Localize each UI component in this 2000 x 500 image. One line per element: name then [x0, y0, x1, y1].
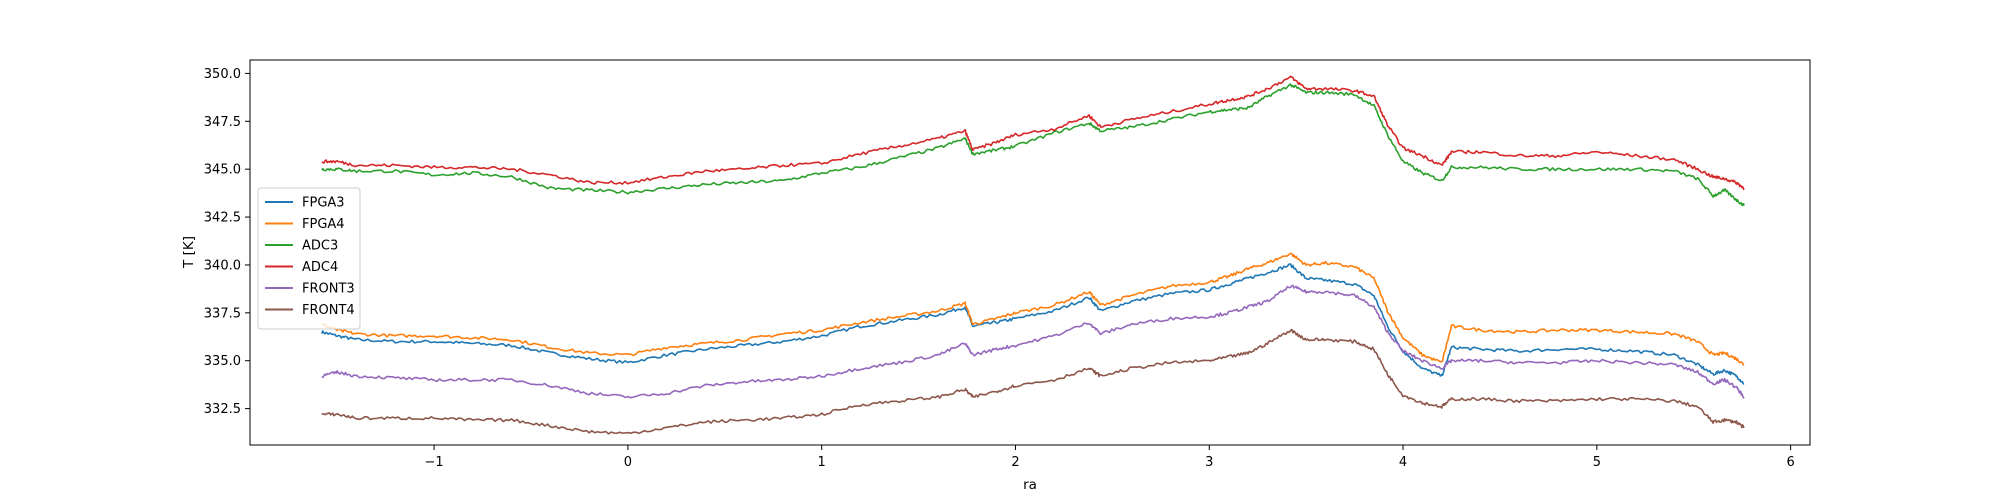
- legend-item-fpga4: FPGA4: [265, 217, 345, 232]
- legend-label: ADC4: [302, 260, 338, 275]
- series-line-adc3: [321, 83, 1745, 207]
- y-axis: 332.5 335.0 337.5 340.0 342.5 345.0 347.5 350.0: [204, 67, 250, 417]
- legend-label: FRONT4: [302, 303, 355, 318]
- y-tick-label: 342.5: [204, 211, 241, 226]
- x-tick-label: 6: [1786, 455, 1794, 470]
- x-tick-label: 1: [818, 455, 826, 470]
- series-line-adc4: [321, 75, 1745, 191]
- x-tick-label: 2: [1011, 455, 1019, 470]
- series-line-front3: [321, 284, 1745, 399]
- legend-item-adc4: ADC4: [265, 260, 338, 275]
- legend-item-fpga3: FPGA3: [265, 196, 345, 211]
- y-tick-label: 350.0: [204, 67, 241, 82]
- plot-area-frame: [249, 59, 1811, 446]
- y-tick-label: 347.5: [204, 115, 241, 130]
- y-axis-label: T [K]: [181, 236, 197, 269]
- y-tick-label: 345.0: [204, 163, 241, 178]
- x-tick-label: 5: [1593, 455, 1601, 470]
- legend-label: FPGA4: [302, 217, 345, 232]
- y-tick-label: 337.5: [204, 306, 241, 321]
- x-axis-label: ra: [1023, 477, 1037, 493]
- series-layer: [320, 75, 1745, 435]
- series-line-fpga3: [320, 263, 1745, 385]
- y-tick-label: 332.5: [204, 402, 241, 417]
- x-tick-label: 4: [1399, 455, 1407, 470]
- series-line-front4: [321, 328, 1745, 435]
- x-tick-label: −1: [425, 455, 444, 470]
- x-axis: −1 0 1 2 3 4 5 6: [425, 445, 1795, 470]
- series-line-fpga4: [321, 252, 1745, 366]
- x-tick-label: 3: [1205, 455, 1213, 470]
- y-tick-label: 340.0: [204, 258, 241, 273]
- legend-item-adc3: ADC3: [265, 239, 338, 254]
- legend-item-front4: FRONT4: [265, 303, 355, 318]
- x-tick-label: 0: [624, 455, 632, 470]
- legend-item-front3: FRONT3: [265, 282, 355, 297]
- legend-label: ADC3: [302, 239, 338, 254]
- y-tick-label: 335.0: [204, 354, 241, 369]
- legend-label: FPGA3: [302, 196, 345, 211]
- plot-area-background: [250, 60, 1810, 445]
- legend: FPGA3 FPGA4 ADC3 ADC4 FRONT3 FRONT4: [257, 187, 361, 330]
- legend-label: FRONT3: [302, 282, 355, 297]
